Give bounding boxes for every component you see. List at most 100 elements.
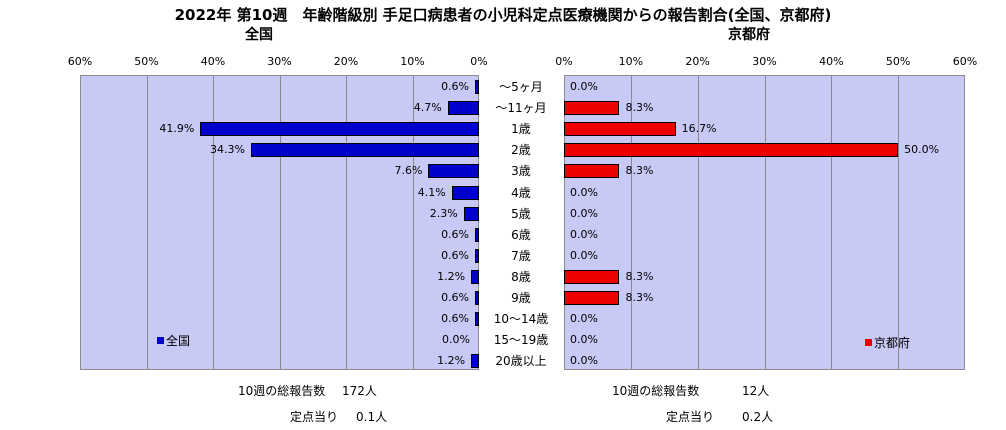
data-label-zenkoku: 0.6%: [441, 80, 470, 93]
category-label: 10～14歳: [493, 312, 549, 327]
data-label-kyoto: 0.0%: [570, 333, 598, 347]
right-plot-area: 京都府: [564, 75, 965, 370]
right-x-tick-label: 50%: [885, 55, 911, 68]
data-label-zenkoku: 0.6%: [441, 227, 470, 241]
data-label-zenkoku: 34.3%: [209, 143, 245, 157]
right-x-tick-label: 40%: [819, 55, 844, 68]
data-label-kyoto: 0.0%: [570, 185, 598, 199]
bar-zenkoku: [451, 185, 479, 200]
left-x-tick-label: 0%: [470, 55, 488, 68]
bar-zenkoku: [471, 269, 479, 284]
bar-kyoto: [564, 143, 899, 158]
data-label-kyoto: 8.3%: [625, 269, 654, 283]
legend-kyoto: 京都府: [865, 336, 910, 350]
bar-zenkoku: [447, 101, 479, 116]
zenkoku-total-value: 172人: [342, 384, 377, 398]
right-x-tick-label: 60%: [952, 55, 978, 68]
left-gridline: [146, 76, 148, 369]
left-x-tick-label: 50%: [134, 55, 159, 68]
data-label-zenkoku: 7.6%: [394, 164, 423, 178]
right-gridline: [630, 76, 632, 369]
bar-zenkoku: [200, 122, 479, 137]
zenkoku-per-label: 定点当り: [290, 410, 339, 424]
right-x-tick-label: 10%: [618, 55, 644, 68]
data-label-zenkoku: 2.3%: [429, 206, 458, 220]
data-label-kyoto: 0.0%: [570, 227, 598, 241]
data-label-zenkoku: 41.9%: [159, 122, 195, 136]
bar-zenkoku: [428, 164, 479, 179]
data-label-kyoto: 0.0%: [570, 80, 598, 93]
bar-zenkoku: [250, 143, 479, 158]
bar-kyoto: [564, 101, 620, 116]
left-x-tick-label: 40%: [200, 55, 226, 68]
right-x-tick-label: 0%: [555, 55, 573, 68]
bar-zenkoku: [463, 206, 479, 221]
chart-title: 2022年 第10週 年齢階級別 手足口病患者の小児科定点医療機関からの報告割合…: [174, 6, 832, 24]
category-label: ～11ヶ月: [495, 101, 547, 116]
data-label-zenkoku: 4.7%: [413, 101, 442, 115]
left-gridline: [213, 76, 214, 369]
right-panel-title: 京都府: [728, 27, 770, 43]
data-label-kyoto: 0.0%: [570, 248, 598, 262]
category-label: 7歳: [511, 248, 531, 263]
data-label-kyoto: 8.3%: [625, 101, 654, 115]
data-label-zenkoku: 0.6%: [441, 248, 470, 262]
category-label: 20歳以上: [495, 354, 547, 369]
bar-zenkoku: [471, 354, 479, 369]
zenkoku-per-value: 0.1人: [356, 410, 388, 424]
right-gridline: [898, 76, 900, 369]
data-label-kyoto: 50.0%: [904, 143, 940, 157]
legend-zenkoku: 全国: [157, 334, 190, 348]
category-label: 6歳: [511, 227, 531, 242]
zenkoku-total-label: 10週の総報告数: [238, 384, 326, 398]
bar-kyoto: [564, 164, 620, 179]
legend-swatch-kyoto: [865, 339, 872, 346]
legend-label-kyoto: 京都府: [874, 336, 911, 350]
right-x-tick-label: 20%: [685, 55, 710, 68]
left-gridline: [412, 76, 414, 369]
category-label: 8歳: [511, 269, 531, 284]
bar-kyoto: [564, 291, 620, 305]
data-label-zenkoku: 4.1%: [417, 185, 446, 199]
category-label: 15～19歳: [493, 333, 549, 348]
data-label-zenkoku: 1.2%: [437, 354, 466, 368]
category-label: 5歳: [511, 206, 531, 221]
data-label-zenkoku: 0.6%: [441, 291, 470, 304]
category-label: 9歳: [511, 291, 531, 305]
bar-zenkoku: [475, 312, 479, 327]
legend-swatch-zenkoku: [157, 337, 164, 344]
legend-label-zenkoku: 全国: [166, 334, 191, 348]
right-gridline: [831, 76, 833, 369]
left-x-tick-label: 10%: [400, 55, 425, 68]
data-label-zenkoku: 0.0%: [442, 333, 470, 347]
left-plot-area: 全国: [80, 75, 479, 370]
data-label-zenkoku: 0.6%: [441, 312, 470, 326]
category-label: ～5ヶ月: [499, 80, 543, 94]
data-label-zenkoku: 1.2%: [437, 269, 466, 283]
right-gridline: [764, 76, 766, 369]
left-x-tick-label: 60%: [67, 55, 93, 68]
left-gridline: [346, 76, 347, 369]
left-x-tick-label: 30%: [267, 55, 292, 68]
bar-zenkoku: [475, 80, 479, 94]
category-label: 1歳: [511, 122, 531, 137]
left-gridline: [279, 76, 281, 369]
right-gridline: [697, 76, 699, 369]
data-label-kyoto: 0.0%: [570, 206, 598, 220]
right-x-tick-label: 30%: [752, 55, 777, 68]
data-label-kyoto: 8.3%: [625, 164, 654, 178]
bar-zenkoku: [475, 291, 479, 305]
data-label-kyoto: 16.7%: [681, 122, 717, 136]
category-label: 3歳: [511, 164, 531, 179]
data-label-kyoto: 0.0%: [570, 354, 598, 368]
kyoto-total-value: 12人: [742, 384, 770, 398]
bar-zenkoku: [475, 248, 479, 263]
left-panel-title: 全国: [245, 27, 273, 43]
kyoto-per-value: 0.2人: [742, 410, 774, 424]
category-label: 2歳: [511, 143, 531, 158]
kyoto-per-label: 定点当り: [666, 410, 715, 424]
kyoto-total-label: 10週の総報告数: [612, 384, 700, 398]
data-label-kyoto: 0.0%: [570, 312, 598, 326]
data-label-kyoto: 8.3%: [625, 291, 654, 304]
left-x-tick-label: 20%: [333, 55, 359, 68]
